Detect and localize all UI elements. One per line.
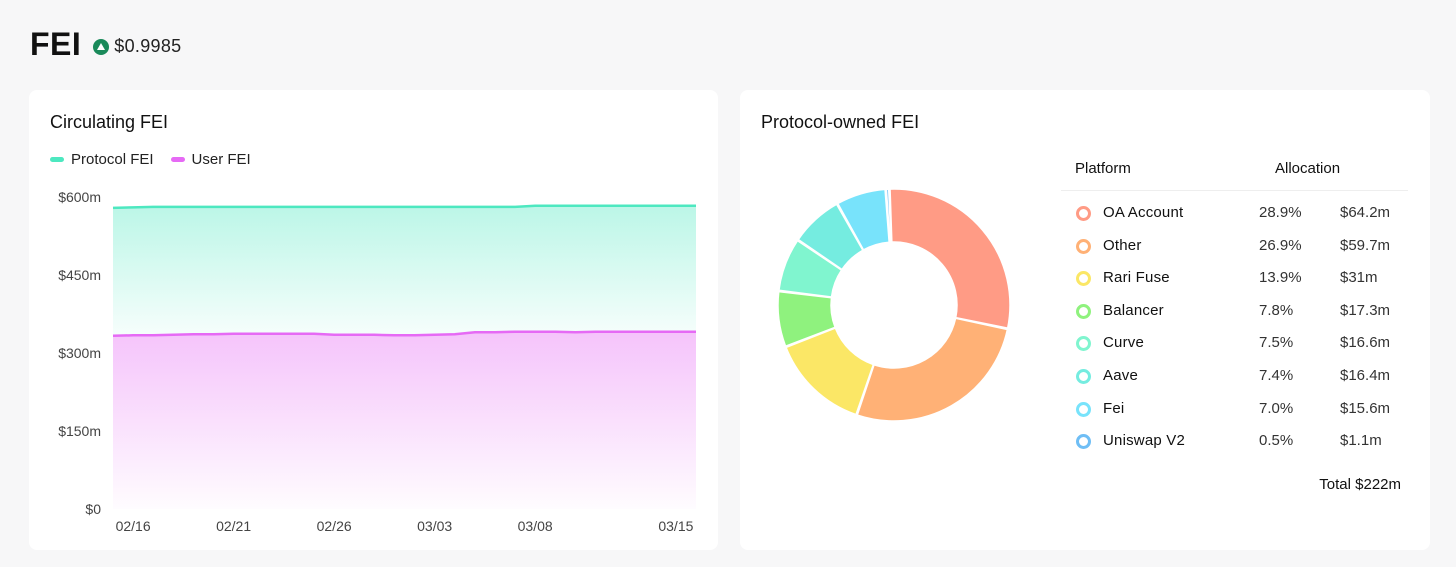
table-row: OA Account 28.9% $64.2m [1061,200,1408,233]
platform-name: OA Account [1103,204,1184,221]
legend-user-fei[interactable]: User FEI [170,151,251,168]
circulating-legend: Protocol FEI User FEI [50,151,268,168]
legend-dot [1076,206,1091,221]
legend-dot [1076,271,1091,287]
legend-dot [1076,238,1091,254]
donut-slice-oa-account [889,188,1011,330]
donut-slice-other [856,317,1009,422]
legend-dot [1076,401,1091,417]
legend-label-user: User FEI [191,151,251,168]
donut-slice-aave [797,203,864,271]
allocation-table-header: Platform Allocation [1061,158,1408,191]
donut-slice-balancer [777,290,837,348]
circulating-area-chart[interactable]: $600m $450m $300m $150m $0 02/16 02/21 02/26 03/… [29,90,718,550]
platform-name: Fei [1103,399,1125,417]
legend-dot [1076,303,1091,319]
y-tick-label: $600m [58,189,101,205]
table-row: Rari Fuse 13.9% $31m [1061,265,1408,298]
platform-name: Other [1103,236,1142,254]
table-row: Fei 7.0% $15.6m [1061,396,1408,429]
peg-status-icon [93,38,110,55]
circulating-fei-card: Circulating FEI Protocol FEI User FEI $6… [29,90,718,550]
circulating-title: Circulating FEI [50,112,169,132]
protocol-owned-title: Protocol-owned FEI [761,112,920,132]
donut-slice-fei [836,188,890,251]
allocation-percent: 7.4% [1259,366,1294,384]
donut-slice-uniswap-v2 [885,188,892,243]
legend-protocol-fei[interactable]: Protocol FEI [50,151,154,168]
y-tick-label: $0 [85,501,101,517]
y-tick-label: $150m [58,423,101,439]
legend-dot [1076,368,1091,384]
price-badge: $0.9985 [93,36,181,57]
x-tick-label: 03/15 [658,518,693,534]
platform-name: Balancer [1103,301,1164,319]
y-tick-label: $450m [58,267,101,283]
donut-slice-rari-fuse [785,327,875,416]
col-platform: Platform [1075,160,1131,177]
allocation-value: $16.6m [1340,334,1391,352]
allocation-donut-chart[interactable] [760,170,1028,438]
x-tick-label: 02/21 [216,518,251,534]
page-header: FEI $0.9985 [30,26,181,63]
allocation-value: $17.3m [1340,301,1391,319]
platform-name: Aave [1103,366,1138,384]
legend-dot [1076,434,1091,450]
col-allocation: Allocation [1275,160,1341,177]
x-tick-label: 03/08 [518,518,553,534]
allocation-total: Total $222m [1319,476,1401,493]
token-name: FEI [30,26,82,62]
protocol-fei-area [113,205,696,336]
allocation-table: OA Account 28.9% $64.2m Other 26.9% $59.7m R… [1061,200,1408,461]
x-tick-label: 02/16 [116,518,151,534]
allocation-value: $64.2m [1340,204,1391,221]
table-row: Balancer 7.8% $17.3m [1061,298,1408,331]
legend-label-protocol: Protocol FEI [71,151,154,168]
platform-name: Rari Fuse [1103,269,1170,287]
protocol-fei-line [112,204,696,210]
allocation-value: $1.1m [1340,432,1382,450]
x-tick-label: 03/03 [417,518,452,534]
x-tick-label: 02/26 [317,518,352,534]
donut-slice-curve [778,239,843,298]
y-tick-label: $300m [58,345,101,361]
user-fei-line [112,330,696,338]
table-row: Curve 7.5% $16.6m [1061,330,1408,363]
legend-swatch-user [170,157,185,162]
legend-dot [1076,336,1091,352]
allocation-percent: 13.9% [1259,269,1302,287]
platform-name: Uniswap V2 [1103,432,1186,450]
protocol-owned-fei-card: Protocol-owned FEI Platform Allocation O… [740,90,1430,550]
allocation-percent: 26.9% [1259,236,1302,254]
table-row: Aave 7.4% $16.4m [1061,363,1408,396]
allocation-value: $59.7m [1340,236,1391,254]
allocation-value: $16.4m [1340,366,1391,384]
allocation-percent: 7.8% [1259,301,1294,319]
allocation-value: $15.6m [1340,399,1391,417]
allocation-value: $31m [1340,269,1378,287]
token-price: $0.9985 [114,36,182,56]
table-row: Uniswap V2 0.5% $1.1m [1061,428,1408,461]
platform-name: Curve [1103,334,1145,352]
allocation-percent: 28.9% [1259,204,1302,221]
allocation-percent: 7.5% [1259,334,1294,352]
user-fei-area [113,331,696,509]
allocation-percent: 7.0% [1259,399,1294,417]
table-row: Other 26.9% $59.7m [1061,233,1408,266]
allocation-percent: 0.5% [1259,432,1294,450]
legend-swatch-protocol [50,157,64,162]
